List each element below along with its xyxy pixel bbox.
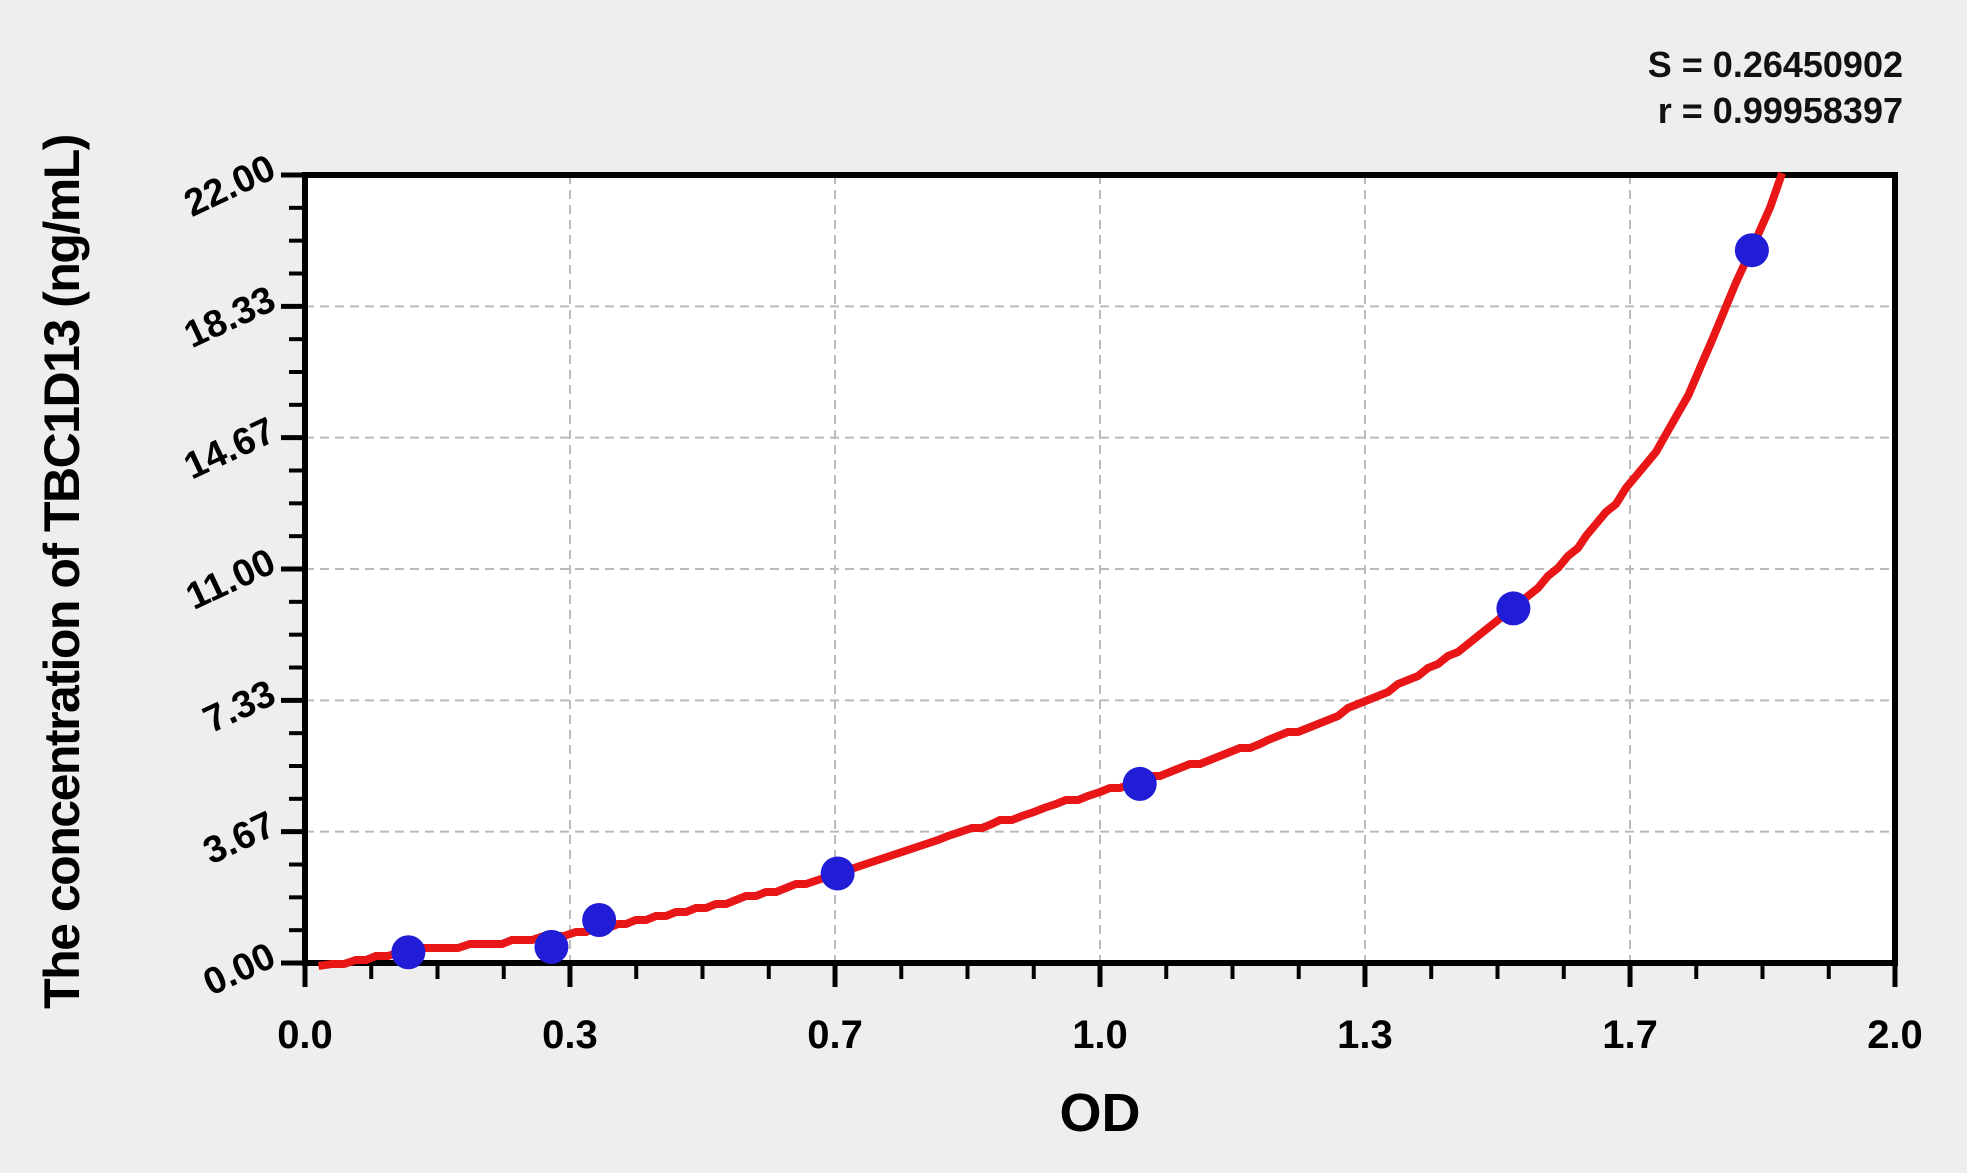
y-tick-label: 7.33 xyxy=(197,672,282,741)
standard-data-point xyxy=(534,929,569,964)
standard-data-point xyxy=(820,856,855,891)
standard-data-point xyxy=(582,903,617,938)
x-tick-label: 1.0 xyxy=(1072,1013,1128,1057)
y-tick-label: 22.00 xyxy=(178,147,282,225)
y-tick-label: 0.00 xyxy=(197,935,282,1004)
fitted-curve-line xyxy=(317,171,1786,970)
x-tick-label: 0.3 xyxy=(542,1013,598,1057)
stat-r-value: r = 0.99958397 xyxy=(1657,90,1903,131)
x-tick-label: 0.7 xyxy=(807,1013,863,1057)
y-tick-label: 18.33 xyxy=(178,278,282,356)
y-tick-label: 11.00 xyxy=(180,541,282,618)
plot-border xyxy=(302,172,1898,966)
x-tick-label: 1.7 xyxy=(1602,1013,1658,1057)
fit-statistics: S = 0.26450902 r = 0.99958397 xyxy=(1648,42,1903,134)
x-tick-label: 2.0 xyxy=(1867,1013,1923,1057)
y-tick-label: 3.67 xyxy=(197,804,282,873)
y-tick-label: 14.67 xyxy=(178,410,282,488)
stat-s-value: S = 0.26450902 xyxy=(1647,44,1903,85)
x-tick-label: 1.3 xyxy=(1337,1013,1393,1057)
standard-data-point xyxy=(1734,233,1769,268)
standard-data-point xyxy=(391,935,426,970)
x-axis-title: OD xyxy=(1059,1083,1141,1143)
standard-data-point xyxy=(1496,591,1531,626)
x-tick-label: 0.0 xyxy=(277,1013,333,1057)
standard-data-point xyxy=(1122,766,1157,801)
